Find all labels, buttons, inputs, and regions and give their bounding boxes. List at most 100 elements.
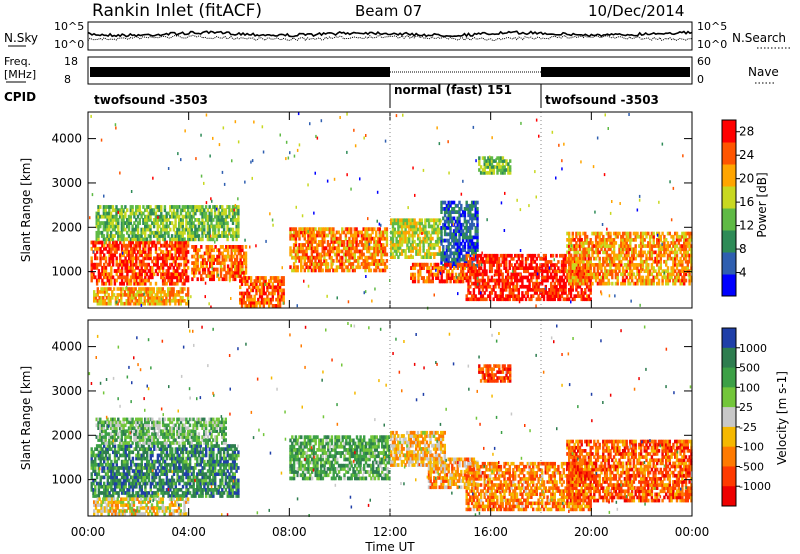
echo-cell [456, 226, 459, 230]
echo-cell [133, 250, 136, 254]
echo-cell [563, 142, 565, 146]
echo-cell [500, 201, 503, 205]
echo-cell [111, 262, 115, 267]
echo-cell [395, 246, 398, 250]
echo-cell [456, 248, 459, 252]
echo-cell [445, 219, 449, 224]
echo-cell [479, 257, 483, 261]
echo-cell [422, 239, 425, 244]
echo-cell [161, 269, 165, 273]
echo-cell [577, 266, 580, 270]
echo-cell [161, 237, 165, 242]
echo-cell [496, 165, 499, 169]
echo-cell [380, 236, 383, 241]
echo-cell [629, 238, 632, 242]
echo-cell [138, 272, 142, 277]
echo-cell [156, 290, 159, 294]
echo-cell [196, 254, 199, 259]
echo-cell [185, 269, 188, 273]
echo-cell [382, 259, 385, 263]
echo-cell [400, 239, 404, 244]
echo-cell [584, 288, 587, 292]
echo-cell [111, 293, 114, 297]
echo-cell [605, 250, 609, 255]
echo-cell [145, 240, 149, 245]
echo-cell [332, 243, 335, 247]
echo-cell [507, 165, 510, 169]
echo-cell [132, 301, 136, 306]
echo-cell [486, 218, 488, 222]
echo-cell [266, 294, 269, 299]
echo-cell [451, 210, 454, 214]
echo-cell [650, 256, 654, 261]
echo-cell [212, 261, 215, 265]
echo-cell [353, 236, 356, 241]
echo-cell [291, 227, 294, 232]
echo-cell [490, 257, 494, 261]
echo-cell [206, 214, 210, 219]
echo-cell [330, 230, 333, 235]
echo-cell [115, 250, 118, 254]
echo-cell [376, 219, 378, 223]
echo-cell [648, 250, 652, 255]
echo-cell [133, 262, 136, 267]
echo-cell [541, 291, 544, 295]
echo-cell [192, 208, 195, 213]
echo-cell [632, 266, 636, 270]
echo-cell [97, 246, 101, 251]
echo-cell [120, 234, 124, 238]
echo-cell [215, 237, 219, 242]
echo-cell [335, 255, 339, 260]
echo-cell [593, 263, 596, 267]
echo-cell [172, 256, 175, 261]
echo-cell [467, 281, 470, 286]
echo-cell [474, 248, 477, 252]
echo-cell [350, 243, 353, 247]
echo-cell [573, 260, 576, 264]
echo-cell [566, 231, 569, 236]
echo-cell [452, 254, 456, 259]
echo-cell [647, 241, 650, 245]
echo-cell [366, 249, 369, 254]
echo-cell [172, 296, 175, 300]
echo-cell [174, 214, 177, 219]
echo-cell [169, 242, 172, 246]
echo-cell [196, 257, 199, 262]
echo-cell [117, 227, 120, 232]
echo-cell [490, 278, 494, 283]
echo-cell [506, 284, 510, 289]
echo-cell [307, 255, 310, 260]
echo-cell [290, 253, 293, 257]
echo-cell [460, 229, 463, 233]
echo-cell [402, 236, 405, 241]
echo-cell [438, 266, 442, 270]
echo-cell [620, 259, 623, 264]
echo-cell [337, 246, 340, 251]
echo-cell [690, 250, 693, 255]
echo-cell [546, 297, 549, 302]
echo-cell [413, 246, 416, 250]
echo-cell [674, 263, 677, 267]
echo-cell [241, 267, 244, 272]
echo-cell [684, 272, 688, 277]
echo-cell [630, 299, 632, 303]
echo-cell [463, 257, 467, 262]
echo-cell [330, 233, 333, 238]
echo-cell [553, 258, 555, 262]
echo-cell [681, 253, 684, 258]
echo-cell [528, 253, 531, 258]
echo-cell [228, 274, 232, 278]
echo-cell [222, 208, 226, 213]
echo-cell [367, 227, 371, 232]
echo-cell [417, 279, 420, 284]
echo-cell [445, 272, 449, 277]
echo-cell [476, 232, 479, 237]
echo-cell [469, 213, 472, 218]
echo-cell [458, 279, 461, 284]
echo-cell [409, 246, 413, 250]
echo-cell [226, 205, 228, 208]
date-label: 10/Dec/2014 [588, 2, 684, 20]
echo-cell [668, 256, 671, 261]
echo-cell [129, 243, 133, 248]
echo-cell [205, 264, 208, 269]
